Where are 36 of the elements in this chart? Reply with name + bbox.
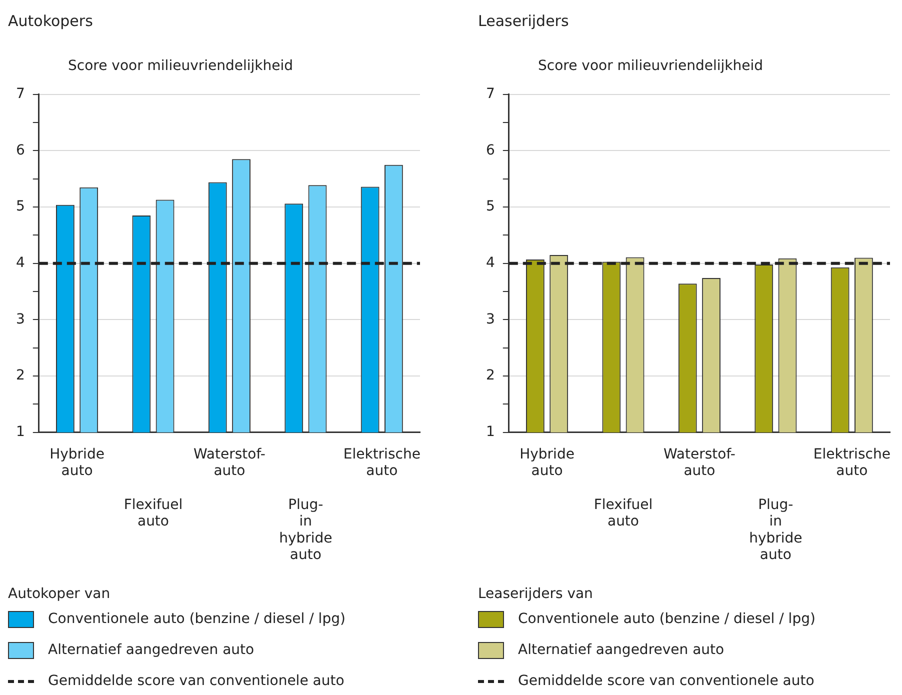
legend-label: Gemiddelde score van conventionele auto bbox=[48, 673, 344, 689]
legend-label: Alternatief aangedreven auto bbox=[48, 642, 254, 658]
y-tick-label: 5 bbox=[486, 198, 495, 215]
x-tick-label: Elektrische auto bbox=[343, 446, 420, 480]
legend-title: Autokoper van bbox=[8, 586, 112, 602]
y-tick-label: 5 bbox=[16, 198, 25, 215]
y-tick-label: 2 bbox=[486, 368, 495, 384]
chart-title: Autokopers bbox=[8, 12, 93, 30]
y-tick-label: 4 bbox=[16, 255, 25, 272]
y-tick-label: 7 bbox=[486, 86, 495, 102]
y-tick-label: 2 bbox=[16, 368, 25, 384]
y-tick-label: 7 bbox=[16, 86, 25, 102]
y-tick-label: 3 bbox=[16, 311, 25, 328]
y-axis-title: Score voor milieuvriendelijkheid bbox=[68, 58, 294, 74]
chart-title: Leaserijders bbox=[478, 12, 569, 30]
x-tick-label: Waterstof-auto bbox=[193, 446, 266, 480]
x-tick-label: Elektrische auto bbox=[813, 446, 890, 480]
x-tick-label: Plug-in hybride auto bbox=[749, 496, 802, 564]
x-tick-label: Flexifuel auto bbox=[594, 496, 653, 530]
y-tick-label: 4 bbox=[486, 255, 495, 272]
x-tick-label: Plug-in hybride auto bbox=[279, 496, 332, 564]
y-tick-label: 3 bbox=[486, 311, 495, 328]
x-tick-label: Waterstof-auto bbox=[663, 446, 736, 480]
legend-label: Conventionele auto (benzine / diesel / lpg) bbox=[48, 611, 346, 627]
legend-title: Leaserijders van bbox=[478, 586, 594, 602]
y-tick-label: 1 bbox=[16, 424, 25, 440]
y-tick-label: 6 bbox=[486, 142, 495, 158]
legend-label: Alternatief aangedreven auto bbox=[518, 642, 724, 658]
y-tick-label: 6 bbox=[16, 142, 25, 158]
x-tick-label: Hybride auto bbox=[50, 446, 104, 480]
legend-label: Gemiddelde score van conventionele auto bbox=[518, 673, 814, 689]
x-tick-label: Hybride auto bbox=[520, 446, 574, 480]
legend-label: Conventionele auto (benzine / diesel / lpg) bbox=[518, 611, 816, 627]
y-tick-label: 1 bbox=[486, 424, 495, 440]
x-tick-label: Flexifuel auto bbox=[124, 496, 183, 530]
y-axis-title: Score voor milieuvriendelijkheid bbox=[538, 58, 764, 74]
